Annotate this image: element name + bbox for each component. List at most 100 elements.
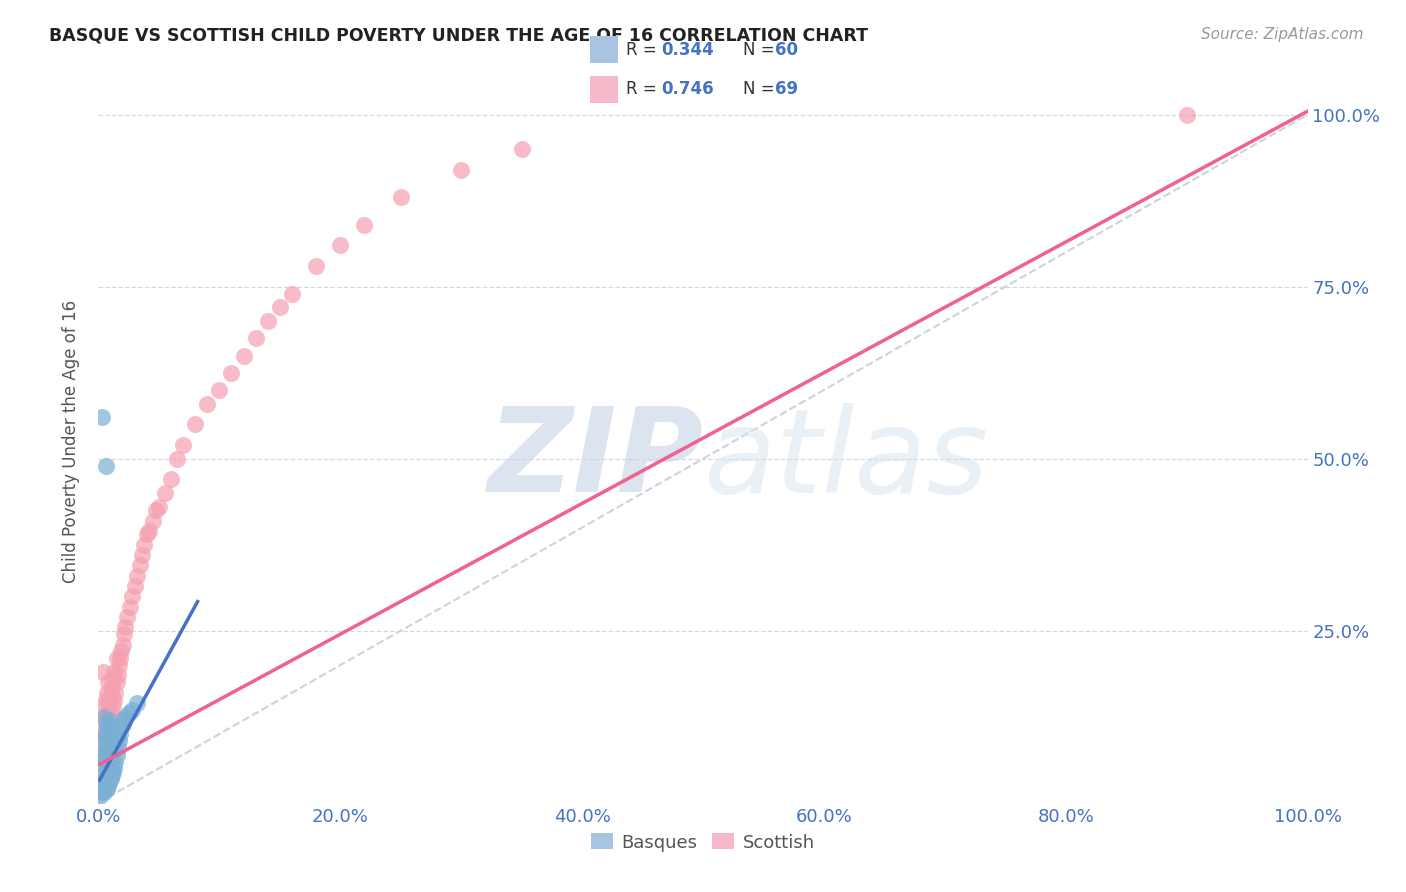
Point: [93, 699, 115, 714]
Point: [108, 734, 131, 748]
Point: [89, 789, 111, 803]
Point: [94, 731, 117, 745]
Point: [256, 314, 278, 328]
Point: [91, 740, 114, 755]
Point: [98, 755, 121, 769]
Point: [100, 720, 122, 734]
Y-axis label: Child Poverty Under the Age of 16: Child Poverty Under the Age of 16: [62, 300, 80, 583]
Text: atlas: atlas: [703, 402, 988, 516]
Point: [135, 527, 157, 541]
Point: [145, 503, 167, 517]
Point: [108, 658, 131, 673]
Point: [121, 703, 143, 717]
Point: [91, 782, 114, 797]
Point: [96, 734, 118, 748]
Text: 60: 60: [776, 41, 799, 59]
Point: [94, 755, 117, 769]
Point: [103, 692, 125, 706]
Point: [100, 768, 122, 782]
Point: [94, 458, 117, 473]
Point: [105, 747, 128, 762]
Point: [96, 706, 118, 721]
Point: [108, 651, 131, 665]
Point: [105, 675, 128, 690]
Text: 0.746: 0.746: [662, 80, 714, 98]
Point: [105, 651, 128, 665]
Point: [329, 238, 352, 252]
Point: [103, 761, 125, 775]
Point: [93, 768, 115, 782]
Point: [112, 713, 135, 727]
Point: [101, 740, 124, 755]
Point: [97, 779, 120, 793]
Point: [97, 699, 120, 714]
Point: [96, 686, 118, 700]
Point: [96, 768, 118, 782]
Point: [91, 734, 114, 748]
Point: [108, 727, 131, 741]
Point: [100, 706, 122, 721]
Point: [110, 720, 132, 734]
FancyBboxPatch shape: [591, 76, 617, 103]
Point: [93, 747, 115, 762]
Point: [94, 772, 117, 786]
Point: [97, 716, 120, 731]
Point: [114, 710, 136, 724]
Point: [98, 775, 121, 789]
Text: N =: N =: [742, 80, 779, 98]
Point: [107, 723, 129, 738]
Legend: Basques, Scottish: Basques, Scottish: [583, 826, 823, 859]
Point: [118, 706, 141, 721]
Point: [232, 349, 254, 363]
Point: [124, 579, 146, 593]
Point: [97, 675, 120, 690]
Point: [96, 761, 118, 775]
Point: [114, 620, 136, 634]
Point: [127, 696, 149, 710]
Point: [101, 764, 124, 779]
Point: [281, 286, 304, 301]
Point: [93, 785, 115, 799]
Point: [100, 679, 122, 693]
Point: [131, 548, 153, 562]
Point: [172, 438, 194, 452]
Point: [107, 740, 129, 755]
Point: [91, 410, 114, 425]
Point: [1175, 108, 1198, 122]
Point: [305, 259, 328, 273]
Point: [90, 775, 112, 789]
Point: [100, 713, 122, 727]
Point: [100, 772, 122, 786]
Point: [245, 331, 267, 345]
Point: [195, 397, 218, 411]
Point: [269, 301, 291, 315]
Point: [90, 785, 112, 799]
Point: [94, 775, 117, 789]
Point: [98, 713, 121, 727]
Point: [208, 383, 231, 397]
Point: [94, 692, 117, 706]
Point: [96, 720, 118, 734]
Point: [91, 779, 114, 793]
Point: [111, 716, 134, 731]
Point: [103, 665, 125, 679]
Point: [103, 737, 125, 751]
Text: Source: ZipAtlas.com: Source: ZipAtlas.com: [1201, 27, 1364, 42]
Point: [94, 716, 117, 731]
Point: [104, 686, 127, 700]
Point: [110, 644, 132, 658]
Point: [138, 524, 160, 538]
Point: [221, 366, 243, 380]
Point: [100, 747, 122, 762]
Point: [97, 758, 120, 772]
Point: [97, 737, 120, 751]
Point: [101, 672, 124, 686]
Text: 0.344: 0.344: [662, 41, 714, 59]
Point: [111, 638, 134, 652]
Point: [97, 727, 120, 741]
Point: [153, 486, 176, 500]
Point: [96, 744, 118, 758]
Point: [98, 692, 121, 706]
Point: [107, 668, 129, 682]
Point: [128, 558, 150, 573]
